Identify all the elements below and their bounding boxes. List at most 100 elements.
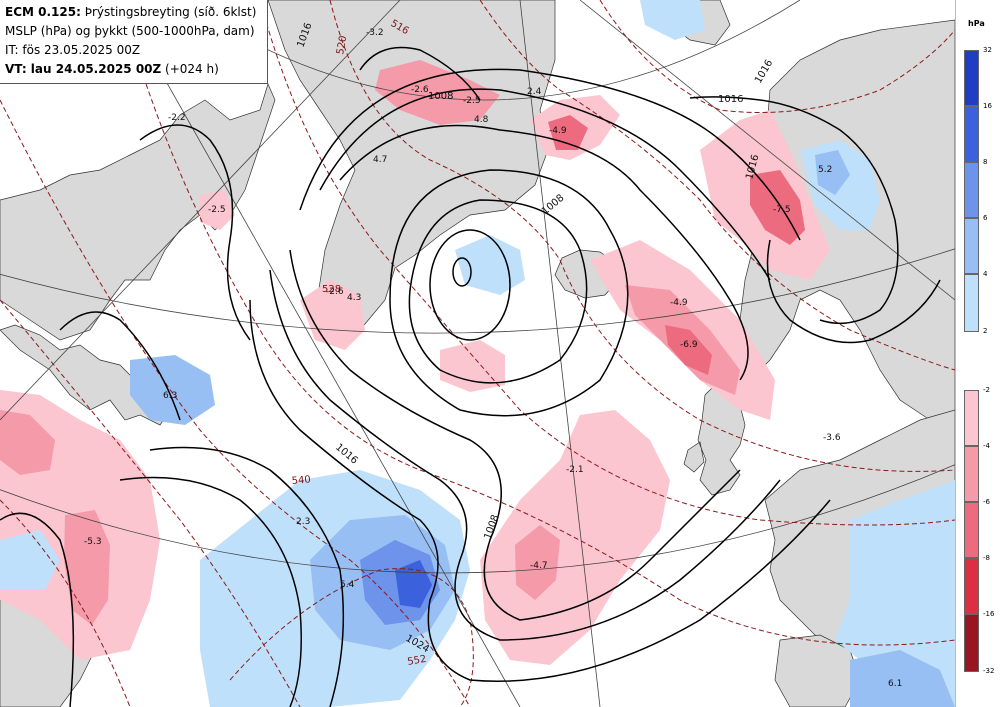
graticule (0, 0, 955, 707)
legend-tick: -8 (983, 554, 990, 562)
map-canvas: 1016 1016 1008 1016 1016 1008 1008 1016 … (0, 0, 955, 707)
thickness-line (479, 0, 955, 371)
tendency-value: -2.2 (168, 113, 186, 123)
rise-area-baffin (130, 355, 215, 425)
isobar-label: 1016 (333, 442, 360, 467)
map-info-box: ECM 0.125: Þrýstingsbreyting (síð. 6klst… (0, 0, 268, 84)
rise-area-greenland-sea (455, 235, 525, 295)
legend-rise-swatch (964, 162, 979, 218)
tendency-value: -6.9 (680, 340, 698, 350)
legend-tick: 8 (983, 158, 988, 166)
fields-line: MSLP (hPa) og þykkt (500-1000hPa, dam) (5, 24, 255, 38)
tendency-value: -7.5 (773, 205, 791, 215)
thickness-contours (0, 0, 955, 707)
legend-rise-swatch (964, 50, 979, 106)
isobar-label: 1008 (540, 193, 567, 218)
rise-area-europe (835, 480, 955, 707)
thickness-line (0, 499, 131, 707)
legend-tick: -32 (983, 667, 995, 675)
british-isles (683, 379, 746, 496)
isobar (59, 311, 181, 421)
fall-area-scandinavia-core (750, 170, 805, 245)
tendency-value: 6.1 (888, 679, 902, 689)
weather-map: 1016 1016 1008 1016 1016 1008 1008 1016 … (0, 0, 955, 707)
isobar (766, 239, 941, 344)
legend-fall-swatch (964, 446, 979, 502)
rise-area-europe-mid (850, 650, 955, 707)
thickness-label: 552 (407, 654, 428, 668)
thickness-label: 540 (291, 474, 311, 487)
isobar (119, 476, 302, 707)
title-line: ECM 0.125: Þrýstingsbreyting (síð. 6klst… (5, 3, 267, 22)
model-name: ECM 0.125: (5, 5, 81, 19)
tendency-value: 4.8 (474, 115, 489, 125)
graticule-line (0, 0, 401, 421)
isobar (0, 512, 75, 707)
tendency-value: -4.9 (549, 126, 567, 136)
isobar (689, 96, 899, 325)
thickness-line (0, 299, 301, 707)
tendency-label-layer: -3.2 -2.2 -2.6 -2.5 4.7 4.8 2.4 -4.9 5.2… (84, 28, 902, 689)
isobar (299, 68, 801, 241)
init-time: IT: fös 23.05.2025 00Z (5, 43, 141, 57)
isobar (289, 249, 741, 621)
tendency-value: -3.2 (366, 28, 384, 38)
tendency-value: -5.3 (84, 537, 102, 547)
isobar (139, 124, 251, 341)
lead-time: (+024 h) (161, 62, 219, 76)
legend-tick: -6 (983, 498, 990, 506)
fall-area-atlantic-core (515, 525, 560, 600)
legend-fall-swatch (964, 614, 979, 672)
isobar (408, 199, 588, 384)
rise-area-scandinavia-core (815, 150, 850, 195)
legend-unit: hPa (968, 19, 985, 28)
thickness-line (229, 568, 474, 707)
tendency-value: -2.6 (326, 287, 344, 297)
thickness-line (259, 0, 955, 526)
fall-area-denmark-strait (300, 280, 365, 350)
legend-rise-swatch (964, 218, 979, 274)
tendency-value: 2.3 (296, 517, 310, 527)
legend-tick: 16 (983, 102, 992, 110)
legend-tick: -16 (983, 610, 995, 618)
isobar (389, 169, 629, 417)
tendency-value: 4.3 (347, 293, 361, 303)
tendency-value: -3.6 (823, 433, 841, 443)
color-legend: hPa 32 16 8 6 4 2 -2 -4 -6 -8 -16 -32 (955, 0, 1000, 707)
rise-area-arctic (640, 0, 705, 40)
graticule-line (519, 0, 601, 707)
thickness-line (119, 0, 955, 646)
legend-fall-swatch (964, 558, 979, 614)
thickness-line (0, 99, 471, 707)
legend-tick: -4 (983, 442, 990, 450)
isobar (319, 88, 771, 281)
legend-fall-swatch (964, 502, 979, 558)
graticule-line (579, 0, 955, 301)
legend-tick: 2 (983, 327, 988, 335)
isobar-label: 1008 (428, 91, 453, 102)
legend-tick: 4 (983, 270, 988, 278)
tendency-value: 4.7 (373, 155, 387, 165)
tendency-value: 5.2 (818, 165, 832, 175)
legend-fall-swatch (964, 390, 979, 446)
thickness-label: 528 (322, 284, 341, 295)
tendency-value: -4.7 (530, 561, 548, 571)
fall-area-north-greenland (375, 60, 500, 125)
graticule-line (119, 0, 521, 707)
tendency-value: 5.4 (340, 580, 355, 590)
isobar-label: 1016 (753, 58, 775, 86)
isobar-low-ring (429, 229, 511, 341)
fall-area-baffin-bay (200, 190, 235, 230)
isobar-label: 1016 (718, 94, 743, 105)
legend-tick: 32 (983, 46, 992, 54)
tendency-value: 2.4 (527, 87, 542, 97)
fall-area-norwegian-sea-core (665, 325, 712, 375)
isobar-low-center (452, 257, 472, 287)
rise-area-west (0, 530, 60, 590)
isobar (149, 446, 345, 707)
thickness-label: 520 (335, 35, 349, 56)
isobar (269, 269, 781, 641)
valid-time: VT: lau 24.05.2025 00Z (5, 62, 162, 76)
thickness-line (599, 0, 955, 113)
isobar (359, 46, 481, 101)
